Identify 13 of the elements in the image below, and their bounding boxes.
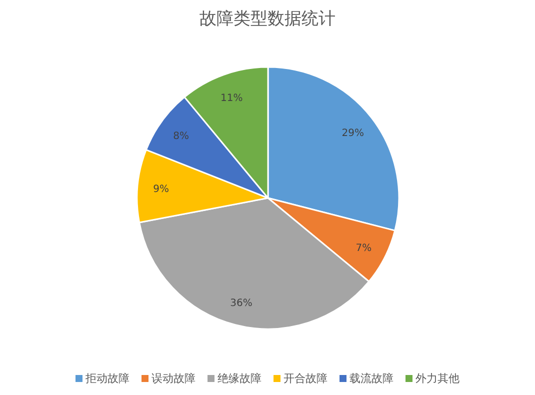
chart-title: 故障类型数据统计 bbox=[200, 9, 336, 29]
data-label: 29% bbox=[342, 128, 364, 140]
legend-label: 绝缘故障 bbox=[218, 372, 262, 385]
legend-label: 载流故障 bbox=[350, 372, 394, 385]
data-label: 36% bbox=[230, 298, 252, 310]
legend-label: 拒动故障 bbox=[84, 372, 130, 385]
data-label: 7% bbox=[356, 242, 372, 254]
data-label: 8% bbox=[173, 130, 190, 142]
legend-label: 外力其他 bbox=[416, 372, 460, 385]
data-label: 11% bbox=[220, 92, 243, 104]
legend-label: 误动故障 bbox=[152, 372, 196, 385]
data-label: 9% bbox=[153, 184, 169, 195]
legend-label: 开合故障 bbox=[284, 372, 328, 385]
